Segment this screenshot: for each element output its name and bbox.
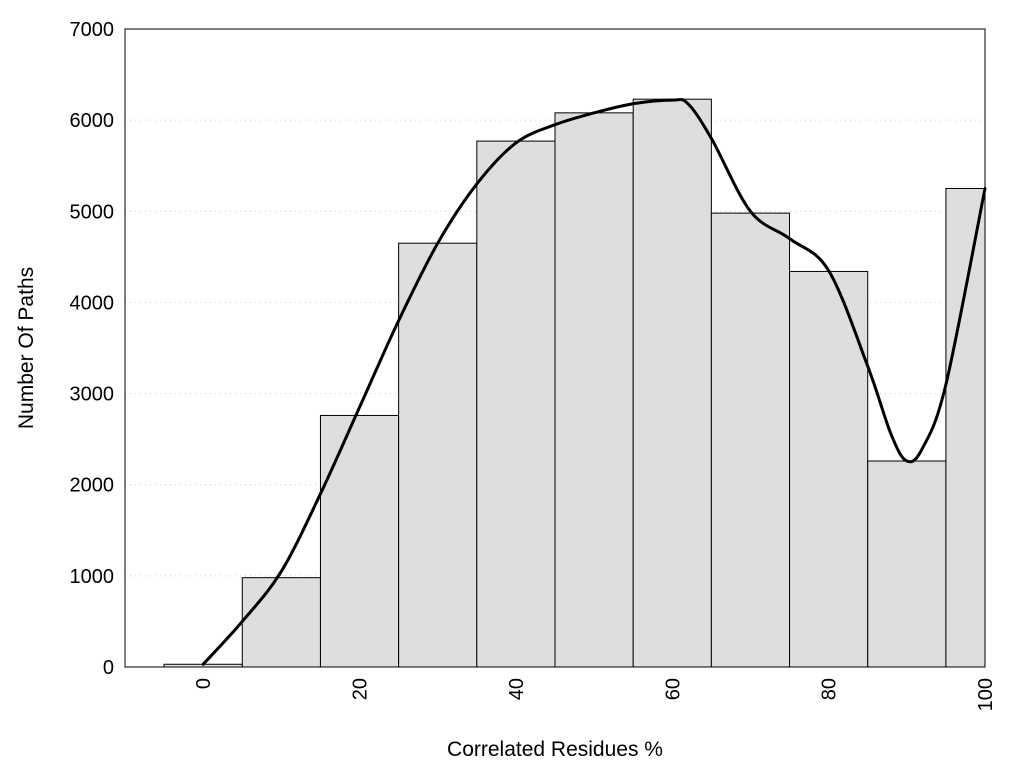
- bar: [476, 140, 556, 668]
- x-tick-label: 60: [662, 678, 684, 700]
- bars: [163, 98, 986, 668]
- bar: [789, 270, 869, 668]
- bar: [241, 577, 321, 668]
- bar: [632, 98, 712, 668]
- x-tick-label: 40: [506, 678, 528, 700]
- x-axis-ticks: 0 20 40 60 80 100: [193, 678, 997, 711]
- y-tick-label: 7000: [70, 19, 115, 41]
- trend-curve-layer: [201, 98, 987, 666]
- y-axis-ticks: 0 1000 2000 3000 4000 5000 6000 7000: [70, 19, 115, 679]
- bar: [554, 112, 634, 668]
- y-tick-label: 6000: [70, 110, 115, 132]
- y-tick-label: 0: [103, 657, 114, 679]
- trend-curve: [201, 98, 987, 666]
- x-tick-label: 20: [350, 678, 372, 700]
- bar: [398, 242, 478, 668]
- x-tick-label: 0: [193, 678, 215, 689]
- bar: [319, 414, 400, 668]
- bar: [945, 188, 986, 668]
- y-tick-label: 5000: [70, 201, 115, 223]
- y-tick-label: 3000: [70, 384, 115, 406]
- y-tick-label: 1000: [70, 566, 115, 588]
- x-tick-label: 100: [975, 678, 997, 711]
- x-axis-label: Correlated Residues %: [447, 738, 663, 761]
- bar: [710, 212, 791, 668]
- y-tick-label: 2000: [70, 475, 115, 497]
- y-axis-label: Number Of Paths: [15, 267, 38, 429]
- y-tick-label: 4000: [70, 292, 115, 314]
- plot-frame: [124, 28, 986, 668]
- bar: [867, 460, 947, 668]
- x-tick-label: 80: [819, 678, 841, 700]
